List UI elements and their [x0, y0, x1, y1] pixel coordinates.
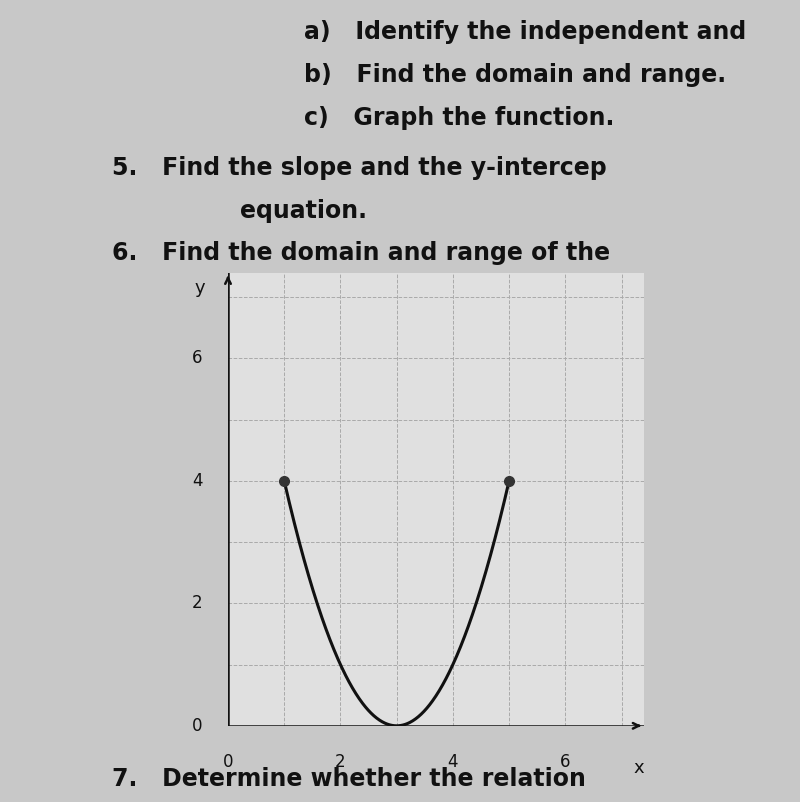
Text: 0: 0 — [222, 753, 234, 772]
Text: equation.: equation. — [240, 199, 367, 223]
Text: 2: 2 — [335, 753, 346, 772]
Text: y: y — [194, 279, 206, 297]
Text: 5.   Find the slope and the y-intercep: 5. Find the slope and the y-intercep — [112, 156, 606, 180]
Text: 7.   Determine whether the relation: 7. Determine whether the relation — [112, 767, 586, 791]
Text: c)   Graph the function.: c) Graph the function. — [304, 106, 614, 130]
Text: 6: 6 — [192, 350, 202, 367]
Text: x: x — [633, 759, 644, 777]
Text: 4: 4 — [192, 472, 202, 490]
Text: b)   Find the domain and range.: b) Find the domain and range. — [304, 63, 726, 87]
Text: 4: 4 — [448, 753, 458, 772]
Text: a)   Identify the independent and: a) Identify the independent and — [304, 20, 746, 44]
Text: 0: 0 — [192, 717, 202, 735]
Text: 6.   Find the domain and range of the: 6. Find the domain and range of the — [112, 241, 610, 265]
Text: 6: 6 — [560, 753, 570, 772]
Text: 2: 2 — [192, 594, 202, 613]
